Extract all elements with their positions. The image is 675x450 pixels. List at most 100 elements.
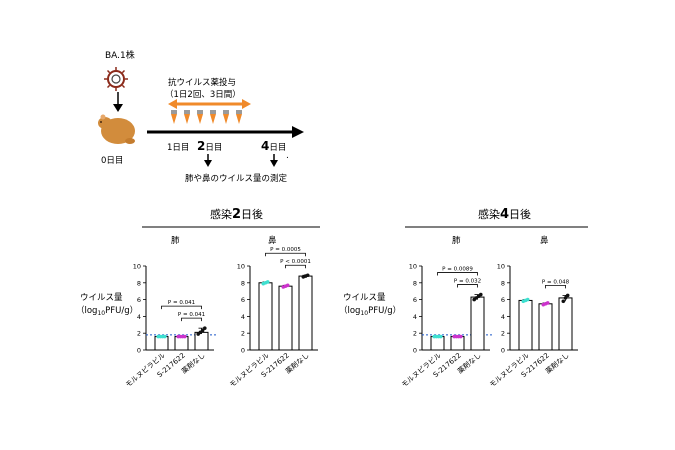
dose-cap bbox=[197, 110, 203, 114]
y-tick-label: 4 bbox=[501, 313, 505, 321]
y-tick-label: 2 bbox=[501, 330, 505, 338]
p-value-label: P = 0.0089 bbox=[442, 267, 473, 273]
data-point bbox=[265, 280, 270, 284]
organ-label-nose-day4: 鼻 bbox=[540, 235, 549, 246]
svg-text:感染4日後: 感染4日後 bbox=[478, 207, 531, 222]
bar bbox=[538, 303, 553, 351]
day1-label: 1日目 bbox=[167, 143, 189, 153]
significance-bracket bbox=[265, 252, 306, 257]
svg-text:ウイルス量: ウイルス量 bbox=[343, 293, 386, 303]
significance-bracket bbox=[437, 272, 478, 276]
y-tick-label: 4 bbox=[137, 313, 141, 321]
dose-icon bbox=[223, 110, 229, 124]
significance-bracket bbox=[161, 305, 202, 310]
organ-label-lung-day4: 肺 bbox=[452, 236, 461, 246]
day4-label: 4日目 bbox=[261, 139, 286, 153]
y-tick-label: 6 bbox=[241, 296, 245, 304]
svg-text:（log10PFU/g）: （log10PFU/g） bbox=[76, 305, 138, 317]
day2-label: 2日目 bbox=[197, 139, 222, 153]
bar bbox=[258, 282, 273, 351]
y-tick-label: 10 bbox=[497, 263, 505, 271]
data-point bbox=[183, 334, 187, 339]
dose-cap bbox=[210, 110, 216, 114]
treatment-label-line1: 抗ウイルス薬投与 bbox=[168, 77, 236, 88]
dose-tip bbox=[171, 114, 177, 124]
data-point bbox=[459, 334, 463, 339]
bar bbox=[470, 296, 485, 351]
y-tick-label: 8 bbox=[137, 279, 141, 287]
dose-icon bbox=[197, 110, 203, 124]
significance-bracket bbox=[285, 264, 306, 269]
dose-icon bbox=[171, 110, 177, 124]
infection-arrow bbox=[113, 92, 123, 112]
dose-icon bbox=[210, 110, 216, 124]
bar bbox=[558, 297, 573, 351]
data-point bbox=[525, 297, 530, 302]
y-tick-label: 0 bbox=[413, 347, 417, 355]
data-point bbox=[285, 283, 290, 288]
y-tick-label: 0 bbox=[137, 347, 141, 355]
y-tick-label: 2 bbox=[241, 330, 245, 338]
data-point bbox=[200, 328, 205, 333]
dose-icon bbox=[236, 110, 242, 124]
treatment-label-line2: （1日2回、3日間） bbox=[165, 89, 241, 100]
y-axis-title-day4: ウイルス量 （log10PFU/g） bbox=[339, 293, 401, 317]
data-point bbox=[439, 334, 443, 339]
dose-tip bbox=[236, 114, 242, 124]
svg-text:感染2日後: 感染2日後 bbox=[210, 207, 263, 222]
y-tick-label: 4 bbox=[413, 313, 417, 321]
bar bbox=[278, 285, 293, 351]
y-tick-label: 2 bbox=[413, 330, 417, 338]
y-tick-label: 6 bbox=[137, 296, 141, 304]
data-point bbox=[545, 301, 550, 305]
y-tick-label: 10 bbox=[237, 263, 245, 271]
measure-label: 肺や鼻のウイルス量の測定 bbox=[185, 173, 288, 184]
bar bbox=[174, 336, 189, 351]
dose-cap bbox=[223, 110, 229, 114]
y-tick-label: 8 bbox=[501, 279, 505, 287]
data-point bbox=[561, 299, 566, 304]
organ-label-nose-day2: 鼻 bbox=[268, 235, 277, 246]
panel-header-day2: 感染2日後 bbox=[142, 207, 320, 228]
y-tick-label: 10 bbox=[133, 263, 141, 271]
bar bbox=[430, 336, 445, 351]
dose-cap bbox=[171, 110, 177, 114]
dose-cap bbox=[236, 110, 242, 114]
y-tick-label: 2 bbox=[137, 330, 141, 338]
p-value-label: P = 0.032 bbox=[454, 279, 481, 285]
significance-bracket bbox=[457, 284, 478, 288]
p-value-label: P = 0.0005 bbox=[270, 247, 301, 253]
data-point bbox=[163, 334, 167, 339]
significance-bracket bbox=[181, 317, 202, 322]
dose-tip bbox=[184, 114, 190, 124]
treatment-period-arrow bbox=[168, 99, 251, 109]
dose-icons bbox=[171, 110, 242, 124]
data-point bbox=[305, 273, 310, 278]
y-tick-label: 0 bbox=[501, 347, 505, 355]
y-tick-label: 8 bbox=[413, 279, 417, 287]
y-axis-title-day2: ウイルス量 （log10PFU/g） bbox=[76, 293, 138, 317]
data-point bbox=[565, 293, 570, 298]
p-value-label: P < 0.0001 bbox=[280, 259, 311, 265]
y-tick-label: 8 bbox=[241, 279, 245, 287]
timeline-diagram: BA.1株 0日目 抗ウイルス薬投与 （1日2 bbox=[98, 49, 304, 184]
bar bbox=[518, 299, 533, 351]
p-value-label: P = 0.041 bbox=[168, 300, 195, 306]
day0-label: 0日目 bbox=[101, 156, 123, 166]
panel-header-day4: 感染4日後 bbox=[405, 207, 588, 228]
hamster-icon bbox=[98, 114, 135, 144]
time-axis-arrow bbox=[147, 126, 304, 138]
day4-dot: . bbox=[286, 151, 289, 161]
virus-icon bbox=[104, 67, 128, 91]
day4-measure-arrow bbox=[270, 154, 278, 167]
day2-measure-arrow bbox=[204, 154, 212, 167]
bar bbox=[154, 336, 169, 351]
bar bbox=[450, 336, 465, 351]
y-tick-label: 6 bbox=[501, 296, 505, 304]
svg-text:（log10PFU/g）: （log10PFU/g） bbox=[339, 305, 401, 317]
